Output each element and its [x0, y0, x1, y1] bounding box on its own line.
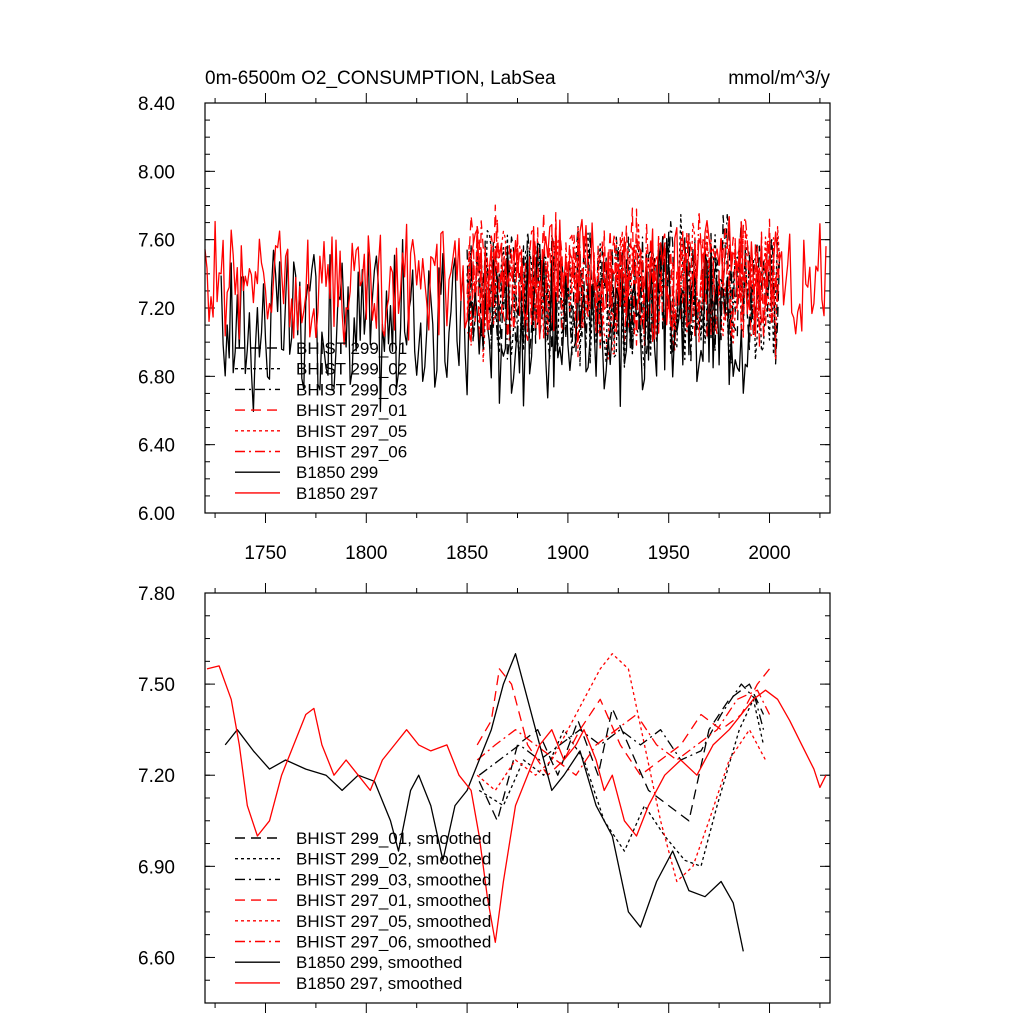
y-tick-label: 7.80	[138, 584, 175, 605]
series-line-bhist-299-03-smoothed	[478, 683, 765, 776]
legend-label: BHIST 299_02, smoothed	[296, 850, 491, 869]
series-line-bhist-299-01-smoothed	[478, 683, 765, 822]
x-tick-label: 1950	[648, 543, 690, 564]
chart-title: 0m-6500m O2_CONSUMPTION, LabSea	[205, 68, 556, 89]
bottom-panel: 6.60 6.90 7.20 7.50 7.80 BHIST 299_01, smoot…	[138, 583, 831, 1013]
legend-label: BHIST 299_03, smoothed	[296, 870, 491, 889]
series-line-bhist-297-01-smoothed	[476, 668, 771, 776]
legend-label: B1850 297, smoothed	[296, 974, 462, 993]
legend-label: B1850 299, smoothed	[296, 953, 462, 972]
top-plot-frame	[204, 102, 831, 514]
x-tick-label: 1800	[345, 543, 387, 564]
legend-label: B1850 299	[296, 463, 378, 482]
series-line-b1850-299-smoothed	[224, 653, 744, 952]
top-panel: 0m-6500m O2_CONSUMPTION, LabSea mmol/m^3…	[138, 68, 831, 564]
legend-label: BHIST 299_01	[296, 339, 407, 358]
legend-label: BHIST 297_05, smoothed	[296, 912, 491, 931]
top-y-tick-labels: 6.00 6.40 6.80 7.20 7.60 8.00 8.40	[138, 94, 175, 525]
legend-label: BHIST 299_02	[296, 360, 407, 379]
series-line-b1850-297	[204, 215, 827, 346]
bottom-plot-frame	[204, 592, 831, 1004]
series-line-bhist-299-02-smoothed	[478, 698, 765, 867]
legend-label: BHIST 299_01, smoothed	[296, 829, 491, 848]
y-tick-label: 7.20	[138, 299, 175, 320]
y-tick-label: 6.40	[138, 436, 175, 457]
legend-label: BHIST 297_06, smoothed	[296, 933, 491, 952]
x-tick-label: 1900	[547, 543, 589, 564]
x-tick-label: 1750	[244, 543, 286, 564]
y-tick-label: 6.00	[138, 504, 175, 525]
legend-label: BHIST 297_01	[296, 401, 407, 420]
x-tick-label: 2000	[748, 543, 790, 564]
bottom-legend: BHIST 299_01, smoothed BHIST 299_02, smoo…	[235, 829, 491, 993]
legend-label: BHIST 297_06	[296, 443, 407, 462]
y-tick-label: 6.60	[138, 948, 175, 969]
y-tick-label: 8.40	[138, 94, 175, 115]
legend-label: BHIST 297_01, smoothed	[296, 891, 491, 910]
y-tick-label: 8.00	[138, 162, 175, 183]
y-tick-label: 6.90	[138, 857, 175, 878]
legend-label: B1850 297	[296, 484, 378, 503]
y-tick-label: 6.80	[138, 367, 175, 388]
series-line-bhist-299-03	[466, 213, 781, 365]
y-tick-label: 7.20	[138, 766, 175, 787]
units-label: mmol/m^3/y	[728, 68, 830, 89]
legend-label: BHIST 299_03	[296, 380, 407, 399]
bottom-y-tick-labels: 6.60 6.90 7.20 7.50 7.80	[138, 584, 175, 969]
series-line-bhist-297-05-smoothed	[476, 653, 767, 883]
x-tick-label: 1850	[446, 543, 488, 564]
y-tick-label: 7.60	[138, 231, 175, 252]
series-line-b1850-297-smoothed	[206, 665, 827, 943]
series-line-bhist-297-06-smoothed	[476, 689, 771, 776]
y-tick-label: 7.50	[138, 675, 175, 696]
bottom-series-group	[206, 653, 827, 952]
legend-label: BHIST 297_05	[296, 422, 407, 441]
top-x-tick-labels: 1750 1800 1850 1900 1950 2000	[244, 543, 790, 564]
top-series-group	[204, 204, 827, 413]
